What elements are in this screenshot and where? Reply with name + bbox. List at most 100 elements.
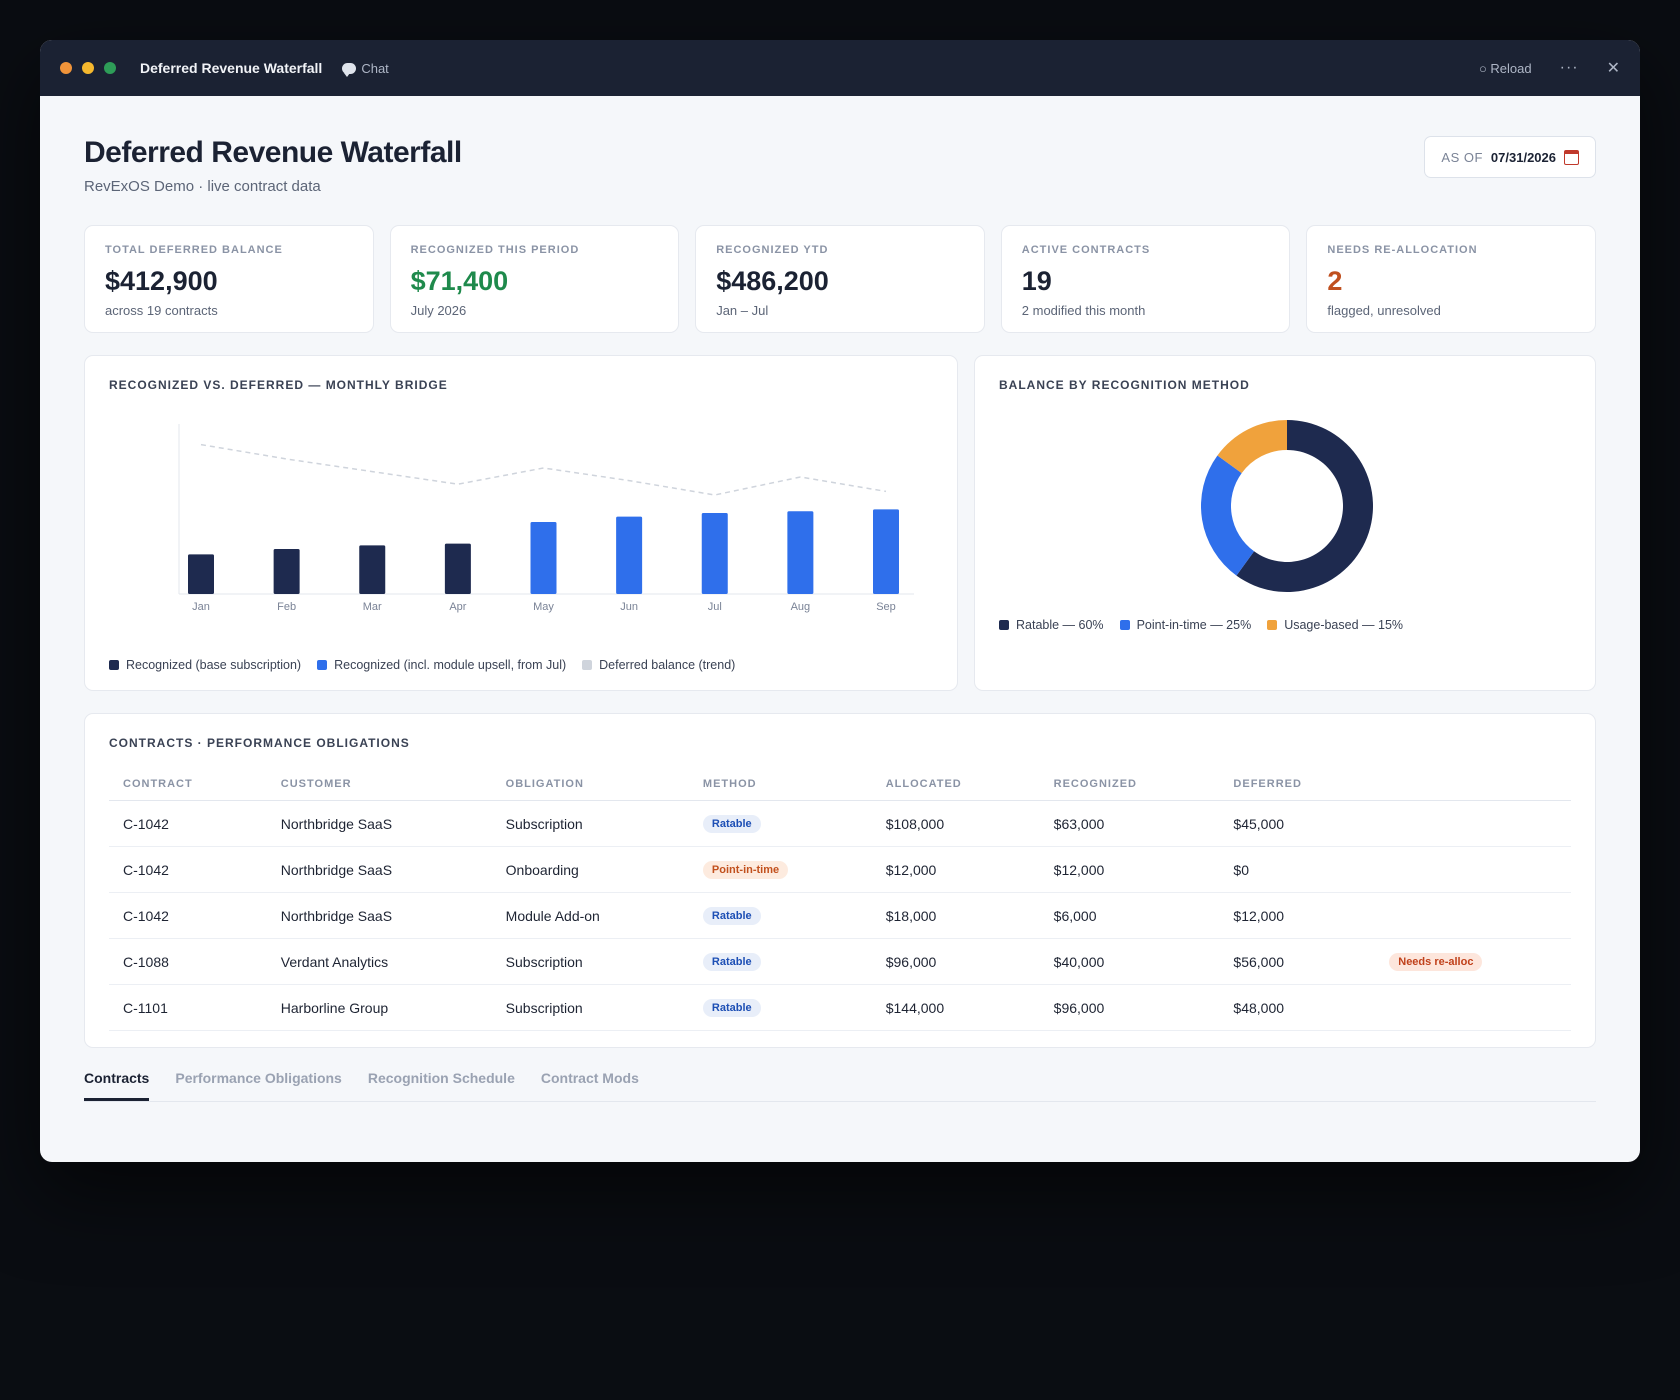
kpi-label: Needs Re-allocation (1327, 244, 1478, 256)
legend-swatch (317, 660, 328, 670)
kpi-value: 2 (1327, 266, 1343, 296)
kpi-card: Needs Re-allocation 2 flagged, unresolved (1306, 225, 1596, 333)
cell-method: Ratable (688, 938, 872, 985)
method-badge: Ratable (702, 953, 761, 971)
bar-may (530, 522, 557, 594)
as-of-label: AS OF (1441, 149, 1483, 165)
charts-row: Recognized vs. Deferred — Monthly Bridge… (84, 355, 1596, 691)
table-row[interactable]: C-1101 Harborline Group Subscription Ratabl… (109, 984, 1571, 1031)
legend-label: Recognized (base subscription) (126, 658, 302, 672)
method-badge: Ratable (702, 815, 761, 833)
x-tick-label: Aug (791, 601, 811, 613)
window-title: Deferred Revenue Waterfall (140, 60, 323, 76)
as-of-date: 07/31/2026 (1490, 149, 1556, 165)
method-badge: Ratable (702, 999, 761, 1017)
kpi-label: Active Contracts (1021, 244, 1151, 256)
main-content: Deferred Revenue Waterfall RevExOS Demo … (40, 96, 1640, 1102)
kpi-value: 19 (1021, 266, 1052, 296)
method-donut-card: Balance by Recognition Method Ratable — … (974, 355, 1596, 691)
cell-method: Ratable (688, 984, 872, 1031)
kpi-card: Recognized This Period $71,400 July 2026 (389, 225, 680, 333)
deferred-trend-line (200, 443, 887, 496)
kpi-subtext: flagged, unresolved (1327, 303, 1441, 318)
donut-slice-point-in-time (1201, 455, 1255, 576)
app-window: Deferred Revenue Waterfall Chat ○ Reload… (40, 40, 1640, 1162)
calendar-icon (1564, 149, 1579, 165)
obligations-table-card: Contracts · Performance Obligations Cont… (84, 713, 1596, 1048)
legend-label: Usage-based — 15% (1284, 618, 1404, 632)
table-row[interactable]: C-1088 Verdant Analytics Subscription Ratab… (109, 938, 1571, 985)
cell-flag (1375, 984, 1571, 1031)
x-tick-label: Feb (277, 601, 296, 613)
reload-button[interactable]: ○ Reload (1478, 60, 1532, 76)
tab-contracts[interactable]: Contracts (84, 1070, 150, 1101)
cell-obligation: Subscription (491, 984, 689, 1031)
cell-flag (1375, 800, 1571, 847)
close-window-dot[interactable] (60, 62, 72, 74)
kpi-label: Recognized This Period (410, 244, 580, 256)
more-options-icon[interactable]: ··· (1559, 59, 1579, 76)
cell-allocated: $96,000 (871, 938, 1040, 985)
cell-customer: Northbridge SaaS (266, 892, 492, 939)
as-of-date-picker[interactable]: AS OF 07/31/2026 (1424, 136, 1596, 178)
minimize-window-dot[interactable] (82, 62, 94, 74)
column-header: Contract (109, 768, 267, 801)
table-row[interactable]: C-1042 Northbridge SaaS Onboarding Point-in… (109, 846, 1571, 893)
bridge-chart-card: Recognized vs. Deferred — Monthly Bridge… (84, 355, 958, 691)
cell-allocated: $18,000 (871, 892, 1040, 939)
legend-swatch (999, 620, 1009, 630)
cell-contract: C-1042 (109, 892, 267, 939)
chat-bubble-icon (342, 62, 357, 77)
x-tick-label: May (533, 601, 554, 613)
cell-recognized: $96,000 (1039, 984, 1220, 1031)
method-badge: Point-in-time (702, 861, 789, 879)
page-title: Deferred Revenue Waterfall (84, 136, 462, 169)
bar-feb (273, 549, 300, 594)
table-header-row: Contract Customer Obligation Method Allocate… (109, 768, 1571, 801)
bar-mar (359, 545, 386, 594)
cell-allocated: $12,000 (871, 846, 1040, 893)
cell-customer: Northbridge SaaS (266, 846, 492, 893)
kpi-card: Active Contracts 19 2 modified this month (1000, 225, 1291, 333)
needs-realloc-badge[interactable]: Needs re-alloc (1389, 953, 1483, 971)
legend-label: Point-in-time — 25% (1136, 618, 1252, 632)
cell-allocated: $108,000 (871, 800, 1040, 847)
x-tick-label: Jun (620, 601, 638, 613)
column-header: Method (688, 768, 872, 801)
column-header: Obligation (491, 768, 689, 801)
cell-contract: C-1042 (109, 800, 267, 847)
legend-swatch (582, 660, 593, 670)
tab-recognition-schedule[interactable]: Recognition Schedule (367, 1070, 515, 1086)
legend-item: Ratable — 60% (999, 618, 1104, 632)
donut-chart-title: Balance by Recognition Method (999, 378, 1250, 392)
legend-item: Recognized (base subscription) (109, 658, 301, 672)
cell-flag (1375, 892, 1571, 939)
bar-jan (188, 554, 214, 594)
kpi-value: $486,200 (716, 266, 829, 296)
bar-jul (701, 513, 728, 594)
legend-item: Recognized (incl. module upsell, from Ju… (317, 658, 566, 672)
kpi-value: $412,900 (105, 266, 218, 296)
tab-performance-obligations[interactable]: Performance Obligations (175, 1070, 342, 1086)
close-icon[interactable]: ✕ (1606, 60, 1620, 77)
title-bar-actions: ○ Reload ··· ✕ (1479, 58, 1620, 78)
cell-recognized: $6,000 (1039, 892, 1220, 939)
chat-button[interactable]: Chat (342, 61, 389, 77)
window-controls (60, 62, 116, 74)
x-tick-label: Apr (449, 601, 466, 613)
donut-chart-legend: Ratable — 60% Point-in-time — 25% Usage-ba… (999, 618, 1403, 632)
page-subtitle: RevExOS Demo · live contract data (84, 178, 321, 195)
table-row[interactable]: C-1042 Northbridge SaaS Subscription Ratabl… (109, 800, 1571, 847)
legend-swatch (109, 660, 119, 670)
cell-contract: C-1101 (109, 984, 267, 1031)
cell-customer: Verdant Analytics (266, 938, 492, 985)
maximize-window-dot[interactable] (104, 62, 116, 74)
table-row[interactable]: C-1042 Northbridge SaaS Module Add-on Ratab… (109, 892, 1571, 939)
x-tick-label: Jan (192, 601, 210, 613)
tab-contract-mods[interactable]: Contract Mods (540, 1070, 639, 1086)
bar-sep (873, 509, 899, 594)
x-tick-label: Mar (363, 601, 382, 613)
cell-recognized: $12,000 (1039, 846, 1220, 893)
kpi-subtext: across 19 contracts (105, 303, 218, 318)
column-header: Recognized (1039, 768, 1220, 801)
